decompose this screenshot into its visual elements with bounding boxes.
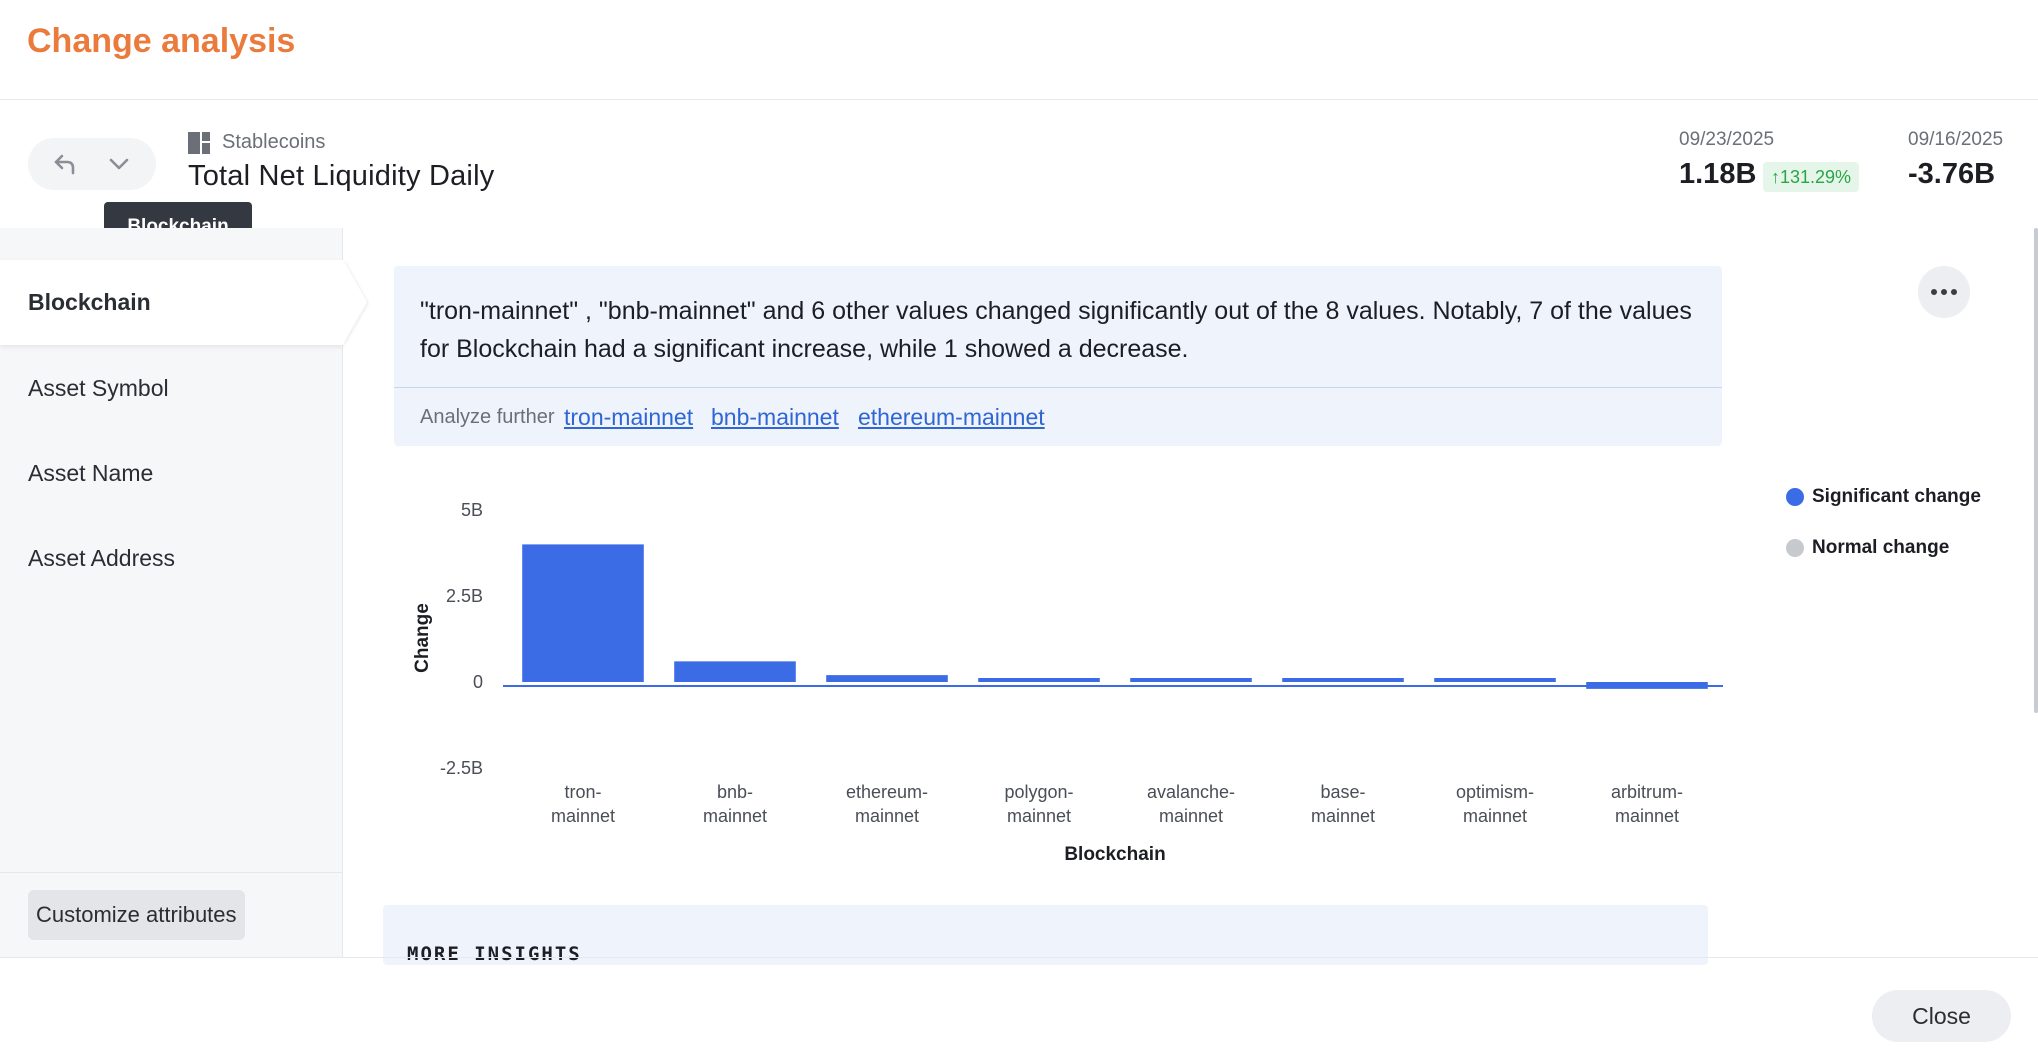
header-divider (0, 99, 2038, 100)
bar-polygon-mainnet (978, 678, 1100, 682)
analyze-link-bnb-mainnet[interactable]: bnb-mainnet (711, 404, 839, 430)
bar-optimism-mainnet (1434, 678, 1556, 682)
active-item-pointer (343, 260, 367, 344)
x-tick-label: mainnet (1311, 806, 1375, 826)
more-horizontal-icon (1931, 289, 1957, 295)
sidebar-item-asset-address[interactable]: Asset Address (28, 545, 176, 571)
x-tick-label: mainnet (1007, 806, 1071, 826)
more-insights-section: MORE INSIGHTS (383, 905, 1708, 965)
navigation-pill (28, 138, 156, 190)
change-badge: ↑131.29% (1763, 162, 1860, 192)
legend-label: Normal change (1812, 537, 1950, 558)
x-axis-title: Blockchain (1064, 844, 1165, 865)
x-tick-label: tron- (564, 782, 601, 802)
bar-ethereum-mainnet (826, 675, 948, 682)
chevron-down-icon (109, 158, 129, 170)
bar-bnb-mainnet (674, 661, 796, 682)
content-scrollbar[interactable] (2034, 228, 2038, 713)
current-period-date: 09/23/2025 (1679, 129, 1775, 150)
metric-title: Total Net Liquidity Daily (188, 160, 495, 192)
x-tick-label: mainnet (551, 806, 615, 826)
legend-dot-icon (1786, 539, 1804, 557)
x-tick-label: arbitrum- (1611, 782, 1683, 802)
legend-label: Significant change (1812, 486, 1981, 507)
y-tick-label: 2.5B (446, 586, 483, 606)
history-dropdown-button[interactable] (97, 142, 141, 186)
analyze-link-tron-mainnet[interactable]: tron-mainnet (564, 404, 694, 430)
insight-summary-text: "tron-mainnet" , "bnb-mainnet" and 6 oth… (420, 297, 1692, 363)
legend-dot-icon (1786, 488, 1804, 506)
sidebar-item-asset-symbol[interactable]: Asset Symbol (28, 375, 169, 401)
x-tick-label: mainnet (703, 806, 767, 826)
back-arrow-icon (54, 154, 75, 175)
close-button[interactable]: Close (1872, 990, 2011, 1042)
previous-period-date: 09/16/2025 (1908, 129, 2004, 150)
breadcrumb[interactable]: Stablecoins (222, 131, 326, 153)
x-tick-label: polygon- (1004, 782, 1073, 802)
insight-divider (394, 387, 1722, 388)
back-button[interactable] (43, 142, 87, 186)
bar-tron-mainnet (522, 544, 644, 682)
x-tick-label: ethereum- (846, 782, 928, 802)
legend-significant-change: Significant change (1786, 486, 1981, 508)
sidebar-item-blockchain[interactable]: Blockchain (0, 260, 343, 345)
bar-avalanche-mainnet (1130, 678, 1252, 682)
sidebar-footer-divider (0, 872, 343, 873)
y-tick-label: 0 (473, 672, 483, 692)
y-tick-label: -2.5B (440, 758, 483, 778)
more-options-button[interactable] (1918, 266, 1970, 318)
insight-summary-card: "tron-mainnet" , "bnb-mainnet" and 6 oth… (394, 266, 1722, 446)
bar-base-mainnet (1282, 678, 1404, 682)
x-tick-label: avalanche- (1147, 782, 1235, 802)
x-tick-label: bnb- (717, 782, 753, 802)
change-bar-chart: 5B 2.5B 0 -2.5B Change tron-mainnet bnb-mainne… (412, 500, 1723, 865)
footer-divider (0, 957, 2038, 958)
y-axis-title: Change (412, 603, 433, 673)
x-tick-label: base- (1320, 782, 1365, 802)
x-tick-label: mainnet (1615, 806, 1679, 826)
previous-period-value: -3.76B (1908, 158, 1996, 190)
legend-normal-change: Normal change (1786, 537, 1949, 559)
x-tick-label: mainnet (1463, 806, 1527, 826)
analyze-further-label: Analyze further (420, 406, 555, 428)
x-tick-label: mainnet (855, 806, 919, 826)
customize-attributes-button[interactable]: Customize attributes (28, 890, 245, 940)
modal-title: Change analysis (27, 22, 296, 60)
x-tick-label: mainnet (1159, 806, 1223, 826)
more-insights-title: MORE INSIGHTS (407, 943, 582, 965)
dashboard-icon (188, 132, 210, 154)
analyze-link-ethereum-mainnet[interactable]: ethereum-mainnet (858, 404, 1045, 430)
current-period-value: 1.18B (1679, 158, 1757, 190)
attribute-sidebar: Blockchain Asset Symbol Asset Name Asset… (0, 228, 343, 958)
sidebar-item-asset-name[interactable]: Asset Name (28, 460, 154, 486)
y-tick-label: 5B (461, 500, 483, 520)
x-tick-label: optimism- (1456, 782, 1534, 802)
